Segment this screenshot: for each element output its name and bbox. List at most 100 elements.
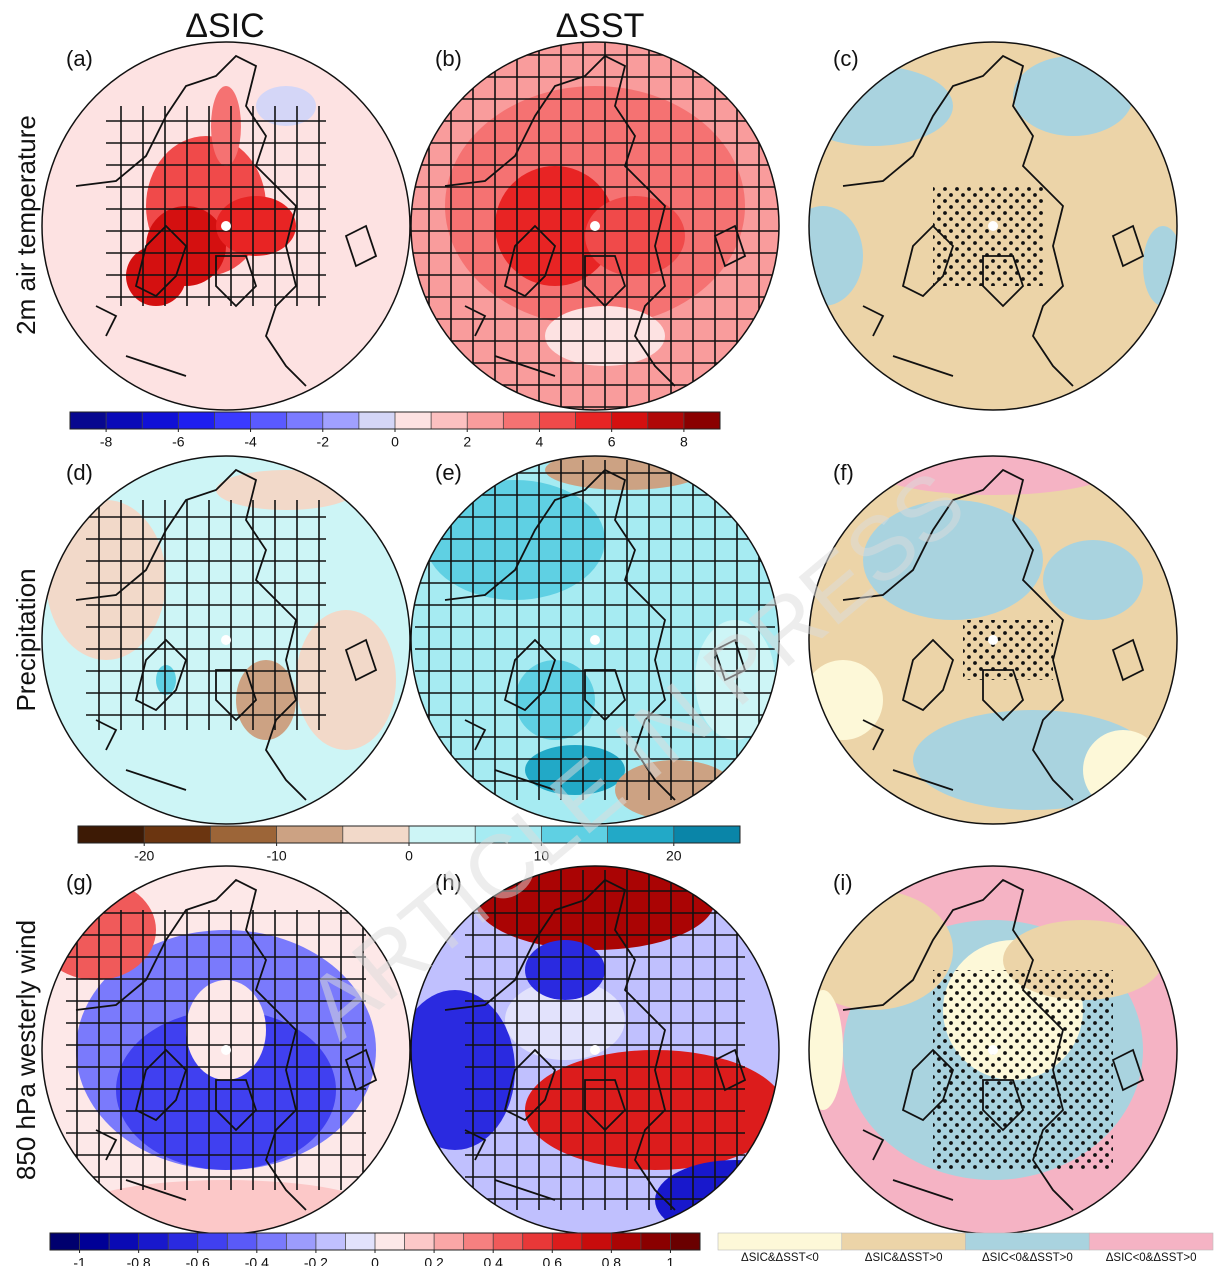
colorbar-tick-label: -2 bbox=[317, 434, 330, 450]
map-region bbox=[783, 206, 863, 306]
map-panel bbox=[793, 866, 1177, 1234]
colorbar-bin bbox=[395, 412, 432, 429]
colorbar-bin bbox=[493, 1233, 523, 1250]
colorbar-bin bbox=[257, 1233, 287, 1250]
colorbar-bin bbox=[144, 826, 211, 843]
colorbar-bin bbox=[210, 826, 277, 843]
colorbar-bin bbox=[375, 1233, 405, 1250]
colorbar-bin bbox=[405, 1233, 435, 1250]
colorbar-bin bbox=[539, 412, 576, 429]
colorbar-tick-label: -0.8 bbox=[127, 1255, 151, 1266]
colorbar-tick-label: -8 bbox=[100, 434, 113, 450]
colorbar-bin bbox=[523, 1233, 553, 1250]
row-label: 850 hPa westerly wind bbox=[11, 920, 41, 1180]
colorbar-bin bbox=[345, 1233, 375, 1250]
colorbar-bin bbox=[227, 1233, 257, 1250]
colorbar-tick-label: 0 bbox=[371, 1255, 379, 1266]
pole-marker bbox=[590, 1045, 600, 1055]
colorbar-tick-label: 0 bbox=[405, 848, 413, 864]
legend-swatch bbox=[842, 1233, 966, 1250]
pole-marker bbox=[221, 221, 231, 231]
pole-marker bbox=[988, 221, 998, 231]
legend-label: ΔSIC<0&ΔSST>0 bbox=[1106, 1252, 1197, 1264]
map-region bbox=[1043, 540, 1143, 620]
colorbar-bin bbox=[109, 1233, 139, 1250]
colorbar-bin bbox=[359, 412, 396, 429]
colorbar-tick-label: 1 bbox=[667, 1255, 675, 1266]
colorbar-bin bbox=[316, 1233, 346, 1250]
colorbar-bin bbox=[434, 1233, 464, 1250]
panel-label: (g) bbox=[66, 870, 93, 895]
colorbar-bin bbox=[582, 1233, 612, 1250]
colorbar-bin bbox=[684, 412, 721, 429]
colorbar-bin bbox=[611, 1233, 641, 1250]
legend-swatch bbox=[718, 1233, 842, 1250]
colorbar-tick-label: -4 bbox=[244, 434, 257, 450]
panel-label: (e) bbox=[435, 460, 462, 485]
map-region bbox=[1013, 56, 1133, 136]
colorbar-bin bbox=[674, 826, 741, 843]
colorbar-bin bbox=[142, 412, 179, 429]
colorbar-bin bbox=[612, 412, 649, 429]
colorbar-bin bbox=[286, 1233, 316, 1250]
colorbar-tick-label: 8 bbox=[680, 434, 688, 450]
colorbar-bin bbox=[139, 1233, 169, 1250]
colorbar-bin bbox=[277, 826, 344, 843]
colorbar-tick-label: 2 bbox=[463, 434, 471, 450]
colorbar-tick-label: -6 bbox=[172, 434, 185, 450]
colorbar-tick-label: -0.2 bbox=[304, 1255, 328, 1266]
colorbar-bin bbox=[198, 1233, 228, 1250]
colorbar-tick-label: -0.4 bbox=[245, 1255, 269, 1266]
pole-marker bbox=[221, 635, 231, 645]
panel-label: (d) bbox=[66, 460, 93, 485]
pole-marker bbox=[590, 221, 600, 231]
colorbar-tick-label: 6 bbox=[608, 434, 616, 450]
map-region bbox=[803, 660, 883, 740]
colorbar-bin bbox=[50, 1233, 80, 1250]
map-panel bbox=[405, 36, 785, 416]
row-label: 2m air temperature bbox=[11, 115, 41, 335]
colorbar-tick-label: 0 bbox=[391, 434, 399, 450]
significance-dots bbox=[933, 970, 1113, 1170]
pole-marker bbox=[590, 635, 600, 645]
panel-label: (f) bbox=[833, 460, 854, 485]
map-panel bbox=[783, 42, 1183, 410]
colorbar-bin bbox=[576, 412, 613, 429]
colorbar-tick-label: -0.6 bbox=[186, 1255, 210, 1266]
colorbar-bin bbox=[641, 1233, 671, 1250]
colorbar-bin bbox=[648, 412, 685, 429]
colorbar-bin bbox=[78, 826, 145, 843]
colorbar-tick-label: -20 bbox=[134, 848, 154, 864]
colorbar-bin bbox=[464, 1233, 494, 1250]
panel-label: (a) bbox=[66, 46, 93, 71]
colorbar-bin bbox=[178, 412, 215, 429]
pole-marker bbox=[988, 635, 998, 645]
column-header: ΔSST bbox=[556, 7, 645, 45]
colorbar-tick-label: 0.8 bbox=[602, 1255, 622, 1266]
colorbar-tick-label: 4 bbox=[536, 434, 544, 450]
colorbar-bin bbox=[343, 826, 410, 843]
colorbar-tick-label: 0.2 bbox=[424, 1255, 444, 1266]
colorbar-bin bbox=[670, 1233, 700, 1250]
colorbar-tick-label: -10 bbox=[266, 848, 286, 864]
colorbar-tick-label: 20 bbox=[666, 848, 682, 864]
colorbar-bin bbox=[323, 412, 360, 429]
colorbar-bin bbox=[106, 412, 143, 429]
map-panel bbox=[42, 456, 410, 824]
panel-label: (b) bbox=[435, 46, 462, 71]
colorbar-bin bbox=[251, 412, 288, 429]
colorbar-bin bbox=[80, 1233, 110, 1250]
legend-swatch bbox=[966, 1233, 1090, 1250]
significance-dots bbox=[963, 620, 1053, 680]
pole-marker bbox=[221, 1045, 231, 1055]
column-header: ΔSIC bbox=[185, 7, 264, 45]
colorbar-bin bbox=[214, 412, 251, 429]
colorbar-bin bbox=[467, 412, 504, 429]
colorbar-bin bbox=[431, 412, 468, 429]
legend-swatch bbox=[1089, 1233, 1213, 1250]
map-region bbox=[793, 66, 953, 146]
colorbar-bin bbox=[168, 1233, 198, 1250]
map-panel bbox=[42, 42, 410, 410]
figure: ΔSIC ΔSST 2m air temperature Precipitati… bbox=[0, 0, 1221, 1266]
panel-label: (c) bbox=[833, 46, 859, 71]
